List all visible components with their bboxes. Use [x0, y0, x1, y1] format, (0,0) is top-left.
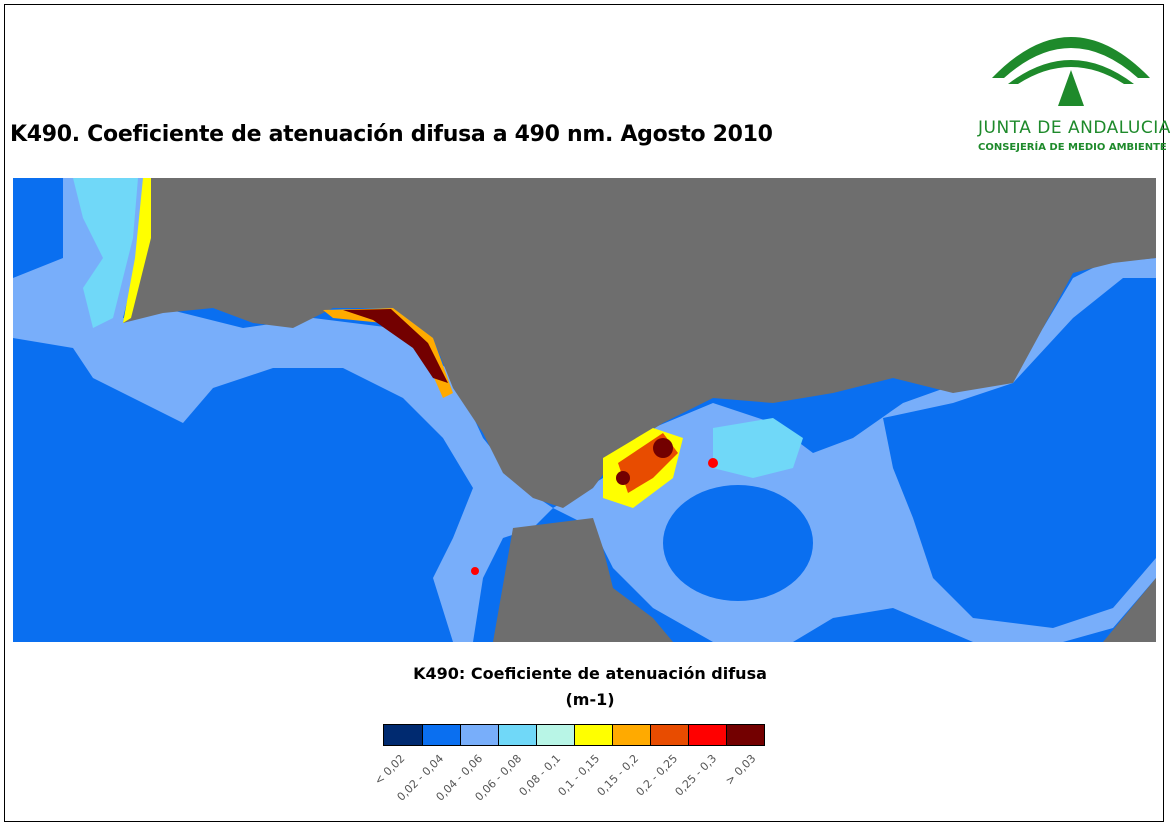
- alboran-gyre: [663, 485, 813, 601]
- legend-swatch: [612, 725, 650, 745]
- legend-color-bar: [383, 724, 765, 746]
- legend-swatch: [422, 725, 460, 745]
- legend-title: K490: Coeficiente de atenuación difusa: [413, 664, 767, 683]
- legend-label: 0,15 - 0,2: [594, 752, 642, 799]
- africa-land-east: [1103, 578, 1156, 642]
- legend-label: 0,25 - 0,3: [672, 752, 720, 799]
- iberia-land: [123, 178, 1156, 508]
- legend-labels: < 0,02 0,02 - 0,04 0,04 - 0,06 0,06 - 0,…: [372, 752, 783, 822]
- small-hotspot: [708, 458, 718, 468]
- legend-label: 0,2 - 0,25: [633, 752, 681, 799]
- legend-unit: (m-1): [565, 690, 615, 709]
- k490-map: [13, 178, 1156, 642]
- legend-label: 0,08 - 0,1: [516, 752, 564, 799]
- logo-subtitle: CONSEJERÍA DE MEDIO AMBIENTE: [978, 142, 1167, 153]
- legend-swatch: [574, 725, 612, 745]
- legend-swatch: [498, 725, 536, 745]
- legend-label: > 0,03: [722, 752, 759, 788]
- legend-swatch: [536, 725, 574, 745]
- legend-swatch: [384, 725, 422, 745]
- atlantic-shelf-band: [13, 178, 553, 642]
- legend-swatch: [650, 725, 688, 745]
- page-title: K490. Coeficiente de atenuación difusa a…: [10, 122, 773, 147]
- coastal-high-k490-cadiz-core: [343, 309, 448, 383]
- legend-swatch: [726, 725, 764, 745]
- junta-logo-icon: [992, 37, 1150, 106]
- small-hotspot-2: [471, 567, 479, 575]
- africa-land: [493, 518, 673, 642]
- alboran-patch: [713, 418, 803, 478]
- legend-swatch: [460, 725, 498, 745]
- legend-label: 0,1 - 0,15: [555, 752, 603, 799]
- legend-swatch: [688, 725, 726, 745]
- malaga-hotspot-2: [616, 471, 630, 485]
- logo: JUNTA DE ANDALUCIA CONSEJERÍA DE MEDIO A…: [978, 14, 1170, 164]
- malaga-hotspot: [653, 438, 673, 458]
- coastal-high-k490-west: [123, 178, 151, 323]
- atlantic-inner-band: [73, 178, 138, 328]
- coastal-high-k490-cadiz: [323, 308, 453, 398]
- alboran-east-basin: [883, 278, 1156, 628]
- logo-name: JUNTA DE ANDALUCIA: [978, 118, 1170, 138]
